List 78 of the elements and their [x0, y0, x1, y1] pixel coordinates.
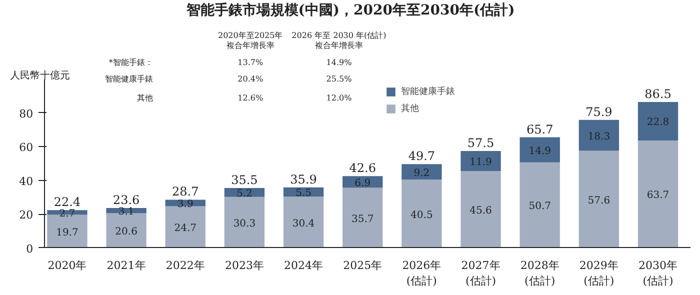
annotation: 12.6% [238, 93, 264, 102]
bar [638, 102, 678, 140]
bar [460, 150, 501, 172]
data-label: 35.7 [351, 214, 374, 225]
y-tick-label: 20 [19, 208, 34, 222]
annotation: 智能健康手錶 [104, 74, 153, 84]
text: 2026 年至 2030 年(估計) [292, 30, 386, 40]
x-tick-label: 2028年 (估計) [520, 258, 560, 288]
bar [578, 120, 620, 151]
data-label: 18.3 [588, 131, 610, 142]
data-label: 24.7 [174, 223, 197, 234]
data-label: 6.9 [354, 178, 371, 189]
annotation: 12.0% [326, 93, 352, 102]
x-tick-label: 2021年 [106, 258, 146, 272]
total-label: 65.7 [526, 122, 554, 136]
total-label: 22.4 [54, 195, 81, 210]
annotation: 25.5% [326, 74, 352, 84]
y-tick-label: 40 [19, 174, 34, 188]
total-label: 35.9 [290, 172, 317, 186]
total-label: 57.5 [467, 136, 494, 150]
legend-label: 其他 [401, 102, 420, 115]
x-tick-label: 2026年 (估計) [402, 258, 442, 288]
y-tick-label: 60 [19, 141, 34, 154]
x-tick-label: 2025年 [343, 258, 382, 272]
total-label: 35.5 [231, 173, 258, 188]
total-label: 49.7 [408, 149, 436, 164]
total-label: 23.6 [112, 192, 140, 207]
y-tick-label: 80 [19, 107, 34, 120]
text: *智能手錶： [108, 58, 153, 67]
data-label: 30.3 [233, 218, 256, 230]
x-tick-label: 2030年 (估計) [638, 258, 678, 288]
bar [520, 137, 560, 162]
data-label: 40.5 [410, 210, 433, 221]
annotation: 20.4% [238, 74, 264, 84]
bar [283, 196, 324, 248]
bar [402, 164, 442, 180]
y-tick-label: 0 [26, 242, 34, 256]
data-label: 50.7 [528, 201, 551, 212]
data-label: 30.4 [292, 218, 315, 230]
bar [638, 140, 678, 248]
data-label: 5.2 [236, 188, 252, 200]
total-label: 42.6 [349, 161, 376, 176]
y-axis-title: 人民幣十億元 [10, 69, 70, 82]
data-label: 63.7 [646, 190, 670, 202]
text: 複合年增長率 [226, 40, 274, 50]
data-label: 45.6 [470, 205, 492, 216]
data-label: 19.7 [56, 227, 78, 238]
text: 14.9% [326, 58, 352, 67]
data-label: 9.2 [414, 168, 430, 179]
text: 2020年至2025年 [218, 30, 283, 40]
x-tick-label: 2024年 [284, 258, 324, 272]
x-tick-label: 2029年 (估計) [579, 258, 618, 288]
data-label: 11.9 [470, 156, 492, 168]
data-label: 22.8 [646, 117, 670, 128]
bar [578, 150, 620, 248]
x-tick-label: 2027年 (估計) [461, 258, 500, 288]
data-label: 14.9 [528, 146, 551, 157]
data-label: 5.5 [296, 188, 312, 200]
total-label: 28.7 [172, 184, 199, 199]
annotation: 其他 [136, 93, 153, 102]
chart-title: 智能手錶市場規模(中國)，2020年至2030年(估計) [185, 2, 515, 18]
bar [520, 162, 560, 248]
bar [224, 196, 265, 248]
x-tick-label: 2022年 [166, 258, 205, 272]
text: 複合年增長率 [314, 40, 363, 50]
total-label: 75.9 [586, 104, 612, 119]
x-tick-label: 2020年 [48, 258, 87, 272]
bar [342, 188, 383, 248]
bar [106, 213, 146, 248]
total-label: 86.5 [644, 87, 672, 102]
text: 13.7% [238, 58, 264, 67]
data-label: 20.6 [115, 226, 138, 238]
bar [460, 171, 501, 248]
legend-label: 智能健康手錶 [401, 86, 455, 98]
x-tick-label: 2023年 [224, 258, 264, 272]
bar [402, 180, 442, 248]
bar [165, 206, 206, 248]
data-label: 57.6 [588, 195, 610, 206]
